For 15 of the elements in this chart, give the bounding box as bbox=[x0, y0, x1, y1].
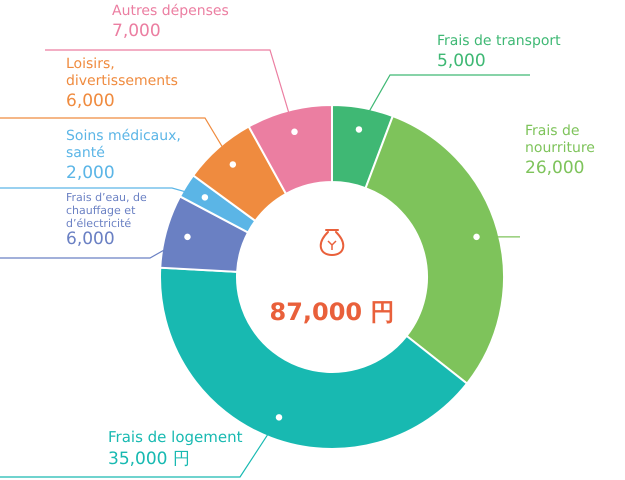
data-label: 35,000 円 bbox=[108, 449, 190, 469]
data-label: 5,000 bbox=[437, 51, 486, 71]
slice-label: Autres dépenses bbox=[112, 3, 229, 19]
data-label: 2,000 bbox=[66, 163, 115, 183]
slice-label: Frais d’eau, de chauffage et d’électricité bbox=[66, 191, 148, 230]
data-label: 26,000 bbox=[525, 158, 584, 178]
data-label: 7,000 bbox=[112, 21, 161, 41]
slice-label: Loisirs, divertissements bbox=[66, 56, 178, 89]
slice-label: Soins médicaux, santé bbox=[66, 128, 181, 161]
slice-label: Frais de logement bbox=[108, 428, 243, 446]
slice-label: Frais de transport bbox=[437, 33, 562, 49]
data-label: 6,000 bbox=[66, 229, 115, 249]
slice-label: Frais de nourriture bbox=[525, 123, 595, 156]
text: 87,000 円 bbox=[270, 298, 394, 326]
data-label: 6,000 bbox=[66, 91, 115, 111]
